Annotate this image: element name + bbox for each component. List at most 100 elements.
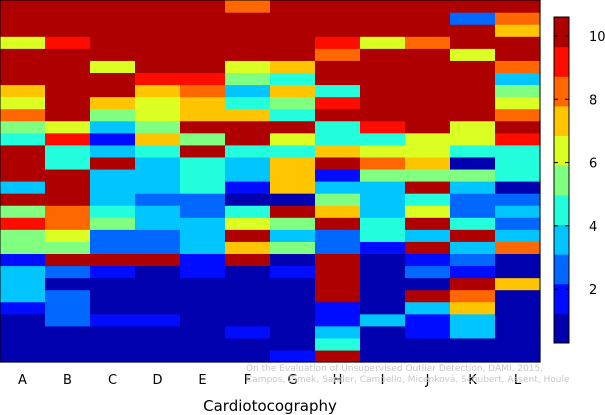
heatmap-cell: [45, 205, 91, 218]
heatmap-cell: [405, 301, 451, 315]
heatmap-cell: [0, 337, 46, 351]
heatmap-cell: [270, 205, 316, 218]
heatmap-cell: [450, 36, 496, 49]
heatmap-cell: [45, 48, 91, 61]
heatmap-cell: [90, 301, 136, 315]
heatmap-cell: [225, 205, 271, 218]
heatmap-cell: [180, 132, 226, 146]
heatmap-cell: [450, 84, 496, 98]
heatmap-cell: [270, 301, 316, 315]
heatmap-cell: [180, 349, 226, 363]
heatmap-cell: [135, 0, 181, 13]
heatmap-cell: [270, 265, 316, 279]
heatmap-cell: [315, 301, 361, 315]
heatmap-cell: [495, 301, 541, 315]
heatmap-cell: [90, 325, 136, 339]
heatmap-cell: [90, 241, 136, 254]
heatmap-cell: [180, 217, 226, 230]
heatmap-cell: [495, 48, 541, 61]
heatmap-cell: [180, 60, 226, 73]
heatmap-cell: [135, 277, 181, 291]
heatmap-cell: [0, 84, 46, 98]
heatmap-cell: [270, 217, 316, 230]
heatmap-cell: [225, 72, 271, 86]
heatmap-cell: [45, 193, 91, 206]
heatmap-cell: [45, 60, 91, 73]
colorbar-segment: [554, 283, 569, 314]
heatmap-cell: [270, 84, 316, 98]
colorbar-tick-label: 4: [589, 220, 597, 235]
heatmap-cell: [360, 108, 406, 122]
heatmap-cell: [225, 132, 271, 146]
heatmap-cell: [450, 156, 496, 170]
heatmap-cell: [315, 144, 361, 158]
heatmap-cell: [45, 253, 91, 267]
heatmap-cell: [0, 72, 46, 86]
heatmap-cell: [405, 325, 451, 339]
heatmap-cell: [135, 217, 181, 230]
heatmap-cell: [90, 181, 136, 194]
heatmap-cell: [405, 60, 451, 73]
heatmap-cell: [225, 289, 271, 303]
heatmap-cell: [405, 205, 451, 218]
heatmap-cell: [495, 24, 541, 37]
heatmap-cell: [405, 132, 451, 146]
heatmap-cell: [90, 253, 136, 267]
heatmap-cell: [0, 168, 46, 182]
heatmap-cell: [180, 84, 226, 98]
heatmap-cell: [405, 72, 451, 86]
plot-frame: [0, 0, 541, 363]
heatmap-cell: [180, 277, 226, 291]
heatmap-cell: [450, 24, 496, 37]
heatmap-cell: [180, 325, 226, 339]
heatmap-cell: [135, 229, 181, 242]
heatmap-cell: [315, 349, 361, 363]
heatmap-cell: [0, 277, 46, 291]
heatmap-cell: [360, 12, 406, 25]
heatmap-cell: [495, 325, 541, 339]
heatmap-cell: [360, 181, 406, 194]
heatmap-cell: [450, 349, 496, 363]
heatmap-cell: [495, 229, 541, 242]
heatmap-cell: [135, 12, 181, 25]
heatmap-cell: [225, 313, 271, 327]
heatmap-cell: [225, 168, 271, 182]
heatmap-cell: [135, 313, 181, 327]
heatmap-cell: [225, 349, 271, 363]
heatmap-cell: [450, 132, 496, 146]
heatmap-cell: [45, 277, 91, 291]
heatmap-cell: [45, 217, 91, 230]
heatmap-cell: [360, 36, 406, 49]
heatmap-cell: [450, 108, 496, 122]
heatmap-cell: [0, 241, 46, 254]
heatmap-cell: [270, 337, 316, 351]
heatmap-cell: [495, 12, 541, 25]
x-tick-label: A: [18, 373, 27, 388]
colorbar-segment: [554, 194, 569, 225]
heatmap-cell: [315, 168, 361, 182]
heatmap-cell: [135, 48, 181, 61]
colorbar-segment: [554, 76, 569, 107]
x-tick-label: D: [152, 373, 162, 388]
heatmap-cell: [135, 108, 181, 122]
heatmap-cell: [405, 349, 451, 363]
heatmap-cell: [0, 120, 46, 134]
heatmap-cell: [225, 0, 271, 13]
heatmap-cell: [495, 168, 541, 182]
heatmap-cell: [90, 349, 136, 363]
heatmap-cell: [405, 0, 451, 13]
heatmap-cell: [450, 48, 496, 61]
heatmap-cell: [90, 313, 136, 327]
heatmap-cell: [405, 144, 451, 158]
heatmap-cell: [360, 144, 406, 158]
heatmap-cell: [270, 72, 316, 86]
heatmap-cell: [495, 96, 541, 110]
heatmap-cell: [270, 325, 316, 339]
heatmap-cell: [225, 241, 271, 254]
heatmap-cell: [360, 168, 406, 182]
heatmap-cell: [450, 168, 496, 182]
heatmap-cell: [45, 265, 91, 279]
heatmap-cell: [405, 96, 451, 110]
heatmap-cell: [270, 132, 316, 146]
colorbar-segment: [554, 254, 569, 285]
